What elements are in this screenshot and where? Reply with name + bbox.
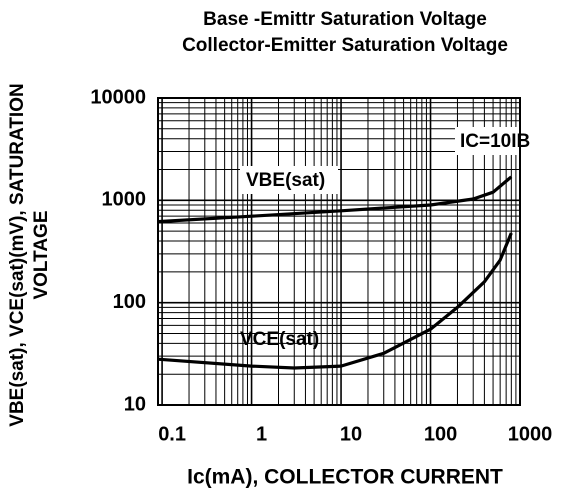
x-tick-label: 10 xyxy=(340,423,362,445)
series-line xyxy=(157,175,513,224)
label-box xyxy=(455,127,519,155)
y-axis-label: VOLTAGE xyxy=(31,210,52,299)
y-tick-label: 10 xyxy=(124,393,146,415)
annotation: VCE(sat) xyxy=(240,329,319,350)
y-axis-label: VBE(sat), VCE(sat)(mV), SATURATION xyxy=(7,83,28,426)
x-tick-label: 1 xyxy=(256,423,267,445)
series-line xyxy=(157,232,513,370)
annotation: IC=10IB xyxy=(460,131,530,152)
y-tick-label: 100 xyxy=(113,291,146,313)
chart-title: Base -Emittr Saturation Voltage xyxy=(203,9,487,30)
label-box xyxy=(240,166,338,194)
y-tick-label: 10000 xyxy=(90,86,146,108)
y-tick-label: 1000 xyxy=(102,189,147,211)
lines xyxy=(157,175,513,370)
annotations: IC=10IB VBE(sat) VCE(sat) xyxy=(240,127,530,350)
x-tick-label: 1000 xyxy=(508,423,553,445)
chart-title: Collector-Emitter Saturation Voltage xyxy=(182,35,508,56)
x-axis-label: Ic(mA), COLLECTOR CURRENT xyxy=(187,466,503,489)
x-tick-label: 100 xyxy=(424,423,457,445)
annotation: VBE(sat) xyxy=(246,170,325,191)
x-tick-label: 0.1 xyxy=(158,423,186,445)
